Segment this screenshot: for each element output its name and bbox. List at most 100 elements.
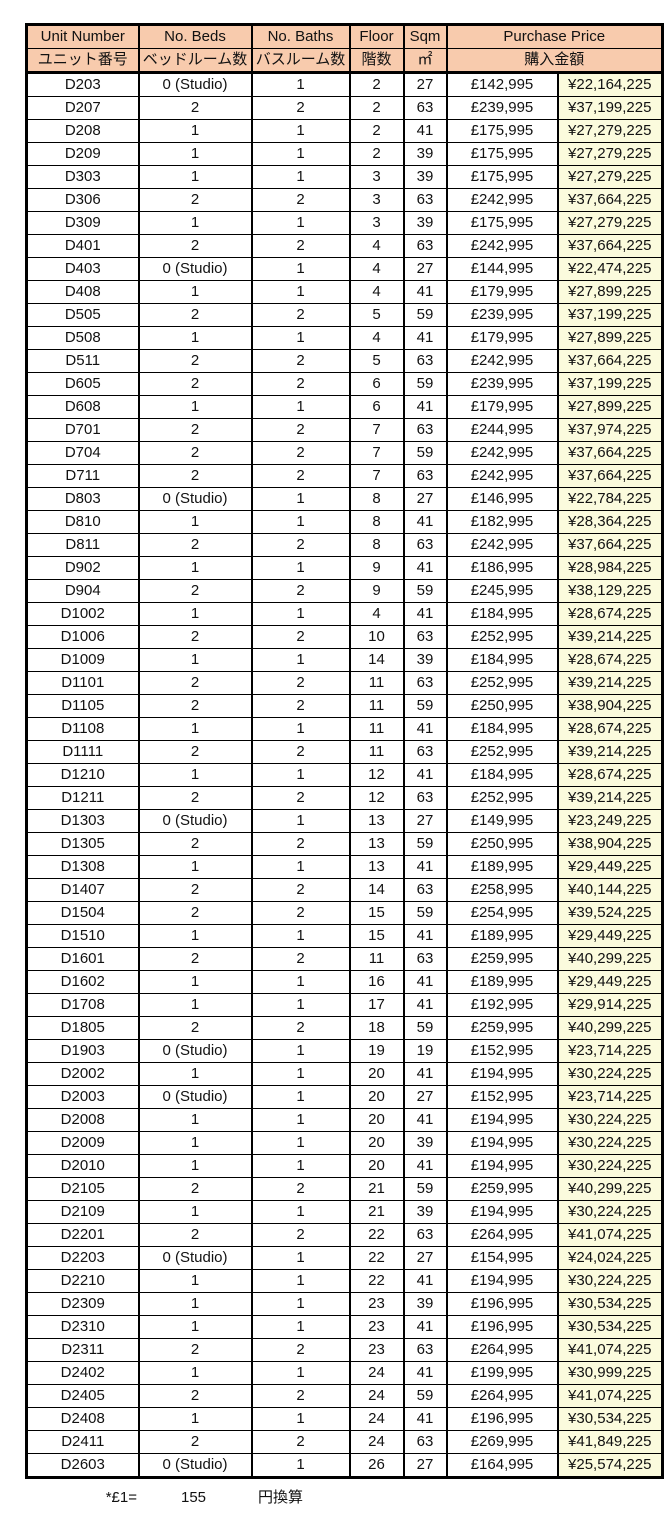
col-header-purchase-price-jp: 購入金額: [445, 48, 664, 74]
floor-cell: 4: [348, 280, 405, 304]
jpy-price-cell: ¥29,449,225: [556, 855, 664, 879]
floor-cell: 11: [348, 740, 405, 764]
beds-cell: 2: [137, 533, 253, 557]
baths-cell: 1: [250, 142, 351, 166]
baths-cell: 2: [250, 1177, 351, 1201]
jpy-price-cell: ¥30,534,225: [556, 1407, 664, 1431]
baths-cell: 1: [250, 1108, 351, 1132]
unit-cell: D1009: [25, 648, 140, 672]
beds-cell: 1: [137, 924, 253, 948]
floor-cell: 18: [348, 1016, 405, 1040]
jpy-price-cell: ¥40,299,225: [556, 1177, 664, 1201]
sqm-cell: 63: [402, 1430, 448, 1454]
jpy-price-cell: ¥37,664,225: [556, 533, 664, 557]
floor-cell: 3: [348, 188, 405, 212]
unit-cell: D401: [25, 234, 140, 258]
sqm-cell: 27: [402, 809, 448, 833]
floor-cell: 2: [348, 119, 405, 143]
beds-cell: 1: [137, 510, 253, 534]
beds-cell: 0 (Studio): [137, 1246, 253, 1270]
unit-cell: D1407: [25, 878, 140, 902]
table-row: D401 2 2 4 63 £242,995 ¥37,664,225: [25, 234, 664, 258]
sqm-cell: 19: [402, 1039, 448, 1063]
sqm-cell: 41: [402, 1108, 448, 1132]
unit-cell: D2309: [25, 1292, 140, 1316]
baths-cell: 1: [250, 1269, 351, 1293]
sqm-cell: 41: [402, 326, 448, 350]
beds-cell: 1: [137, 1108, 253, 1132]
baths-cell: 1: [250, 924, 351, 948]
beds-cell: 1: [137, 211, 253, 235]
gbp-price-cell: £184,995: [445, 717, 559, 741]
exchange-rate-label: *£1=: [105, 1489, 137, 1506]
beds-cell: 2: [137, 694, 253, 718]
gbp-price-cell: £196,995: [445, 1407, 559, 1431]
beds-cell: 2: [137, 372, 253, 396]
unit-cell: D1602: [25, 970, 140, 994]
table-row: D505 2 2 5 59 £239,995 ¥37,199,225: [25, 303, 664, 327]
table-row: D306 2 2 3 63 £242,995 ¥37,664,225: [25, 188, 664, 212]
floor-cell: 24: [348, 1430, 405, 1454]
table-row: D1903 0 (Studio) 1 19 19 £152,995 ¥23,714,225: [25, 1039, 664, 1063]
sqm-cell: 27: [402, 1246, 448, 1270]
sqm-cell: 39: [402, 648, 448, 672]
sqm-cell: 63: [402, 533, 448, 557]
sqm-cell: 41: [402, 1361, 448, 1385]
table-row: D1510 1 1 15 41 £189,995 ¥29,449,225: [25, 924, 664, 948]
unit-cell: D2411: [25, 1430, 140, 1454]
unit-cell: D2311: [25, 1338, 140, 1362]
unit-cell: D309: [25, 211, 140, 235]
table-row: D1805 2 2 18 59 £259,995 ¥40,299,225: [25, 1016, 664, 1040]
jpy-price-cell: ¥28,674,225: [556, 602, 664, 626]
sqm-cell: 27: [402, 487, 448, 511]
gbp-price-cell: £259,995: [445, 1016, 559, 1040]
sqm-cell: 41: [402, 280, 448, 304]
floor-cell: 6: [348, 372, 405, 396]
unit-cell: D505: [25, 303, 140, 327]
floor-cell: 13: [348, 832, 405, 856]
sqm-cell: 27: [402, 1453, 448, 1478]
table-row: D408 1 1 4 41 £179,995 ¥27,899,225: [25, 280, 664, 304]
gbp-price-cell: £175,995: [445, 211, 559, 235]
unit-cell: D209: [25, 142, 140, 166]
floor-cell: 23: [348, 1338, 405, 1362]
col-header-unit-number-jp: ユニット番号: [25, 48, 140, 74]
sqm-cell: 59: [402, 441, 448, 465]
table-row: D208 1 1 2 41 £175,995 ¥27,279,225: [25, 119, 664, 143]
sqm-cell: 27: [402, 72, 448, 97]
baths-cell: 1: [250, 855, 351, 879]
col-header-sqm: Sqm: [402, 24, 448, 49]
gbp-price-cell: £196,995: [445, 1292, 559, 1316]
table-row: D1308 1 1 13 41 £189,995 ¥29,449,225: [25, 855, 664, 879]
floor-cell: 20: [348, 1085, 405, 1109]
jpy-price-cell: ¥29,449,225: [556, 924, 664, 948]
jpy-price-cell: ¥28,674,225: [556, 717, 664, 741]
baths-cell: 1: [250, 763, 351, 787]
floor-cell: 20: [348, 1108, 405, 1132]
beds-cell: 2: [137, 349, 253, 373]
baths-cell: 1: [250, 326, 351, 350]
exchange-rate-suffix: 円換算: [258, 1489, 304, 1506]
sqm-cell: 63: [402, 947, 448, 971]
baths-cell: 1: [250, 1315, 351, 1339]
table-row: D1105 2 2 11 59 £250,995 ¥38,904,225: [25, 694, 664, 718]
header-row-en: Unit Number No. Beds No. Baths Floor Sqm…: [25, 24, 664, 49]
table-row: D904 2 2 9 59 £245,995 ¥38,129,225: [25, 579, 664, 603]
jpy-price-cell: ¥38,904,225: [556, 694, 664, 718]
baths-cell: 2: [250, 671, 351, 695]
table-row: D2311 2 2 23 63 £264,995 ¥41,074,225: [25, 1338, 664, 1362]
gbp-price-cell: £242,995: [445, 441, 559, 465]
gbp-price-cell: £245,995: [445, 579, 559, 603]
beds-cell: 2: [137, 625, 253, 649]
table-row: D303 1 1 3 39 £175,995 ¥27,279,225: [25, 165, 664, 189]
gbp-price-cell: £242,995: [445, 349, 559, 373]
unit-cell: D1601: [25, 947, 140, 971]
table-row: D511 2 2 5 63 £242,995 ¥37,664,225: [25, 349, 664, 373]
gbp-price-cell: £194,995: [445, 1062, 559, 1086]
floor-cell: 11: [348, 947, 405, 971]
baths-cell: 1: [250, 1131, 351, 1155]
gbp-price-cell: £149,995: [445, 809, 559, 833]
table-row: D2109 1 1 21 39 £194,995 ¥30,224,225: [25, 1200, 664, 1224]
gbp-price-cell: £239,995: [445, 372, 559, 396]
sqm-cell: 59: [402, 303, 448, 327]
